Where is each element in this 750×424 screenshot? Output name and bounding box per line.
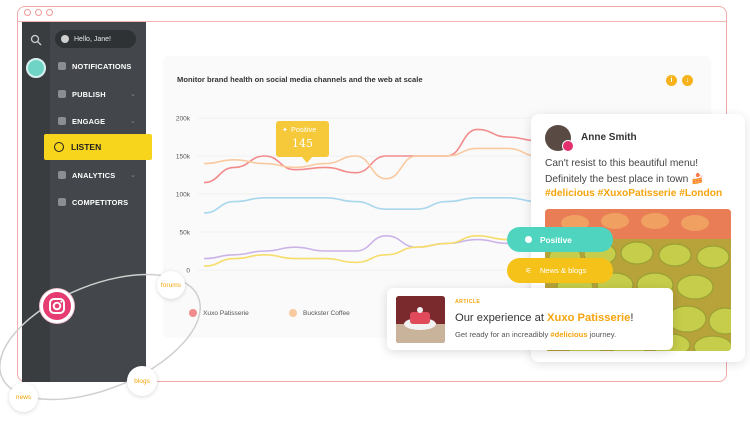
search-icon[interactable] xyxy=(30,34,42,46)
subtitle-text-end: journey. xyxy=(587,330,617,339)
sidebar-item-label: LISTEN xyxy=(71,142,102,152)
user-greeting[interactable]: Hello, Jane! xyxy=(55,30,136,48)
series-line xyxy=(203,128,539,184)
greeting-label: Hello, Jane! xyxy=(74,35,111,43)
post-author: Anne Smith xyxy=(581,132,637,143)
sparkle-icon: ✦ xyxy=(282,125,289,134)
article-headline: Our experience at Xuxo Patisserie! xyxy=(455,312,633,324)
window-titlebar-divider xyxy=(17,21,727,22)
series-line xyxy=(203,234,538,267)
subtitle-text: Get ready for an increadibly xyxy=(455,330,551,339)
series-line xyxy=(203,147,539,180)
sidebar-item-label: ENGAGE xyxy=(72,116,106,126)
source-forums-bubble[interactable]: forums xyxy=(157,271,185,299)
legend-label: Buckster Coffee xyxy=(303,309,350,317)
avatar xyxy=(61,35,69,43)
pill-label: Positive xyxy=(540,234,572,245)
chat-icon xyxy=(58,117,66,125)
sources-orbit xyxy=(0,273,201,401)
status-dot-icon xyxy=(525,236,532,243)
brand-logo-icon[interactable] xyxy=(26,58,46,78)
y-tick-label: 50k xyxy=(180,230,191,237)
sidebar-item-listen[interactable]: LISTEN xyxy=(44,134,152,160)
headline-text: Our experience at xyxy=(455,312,548,324)
chevron-down-icon: ⌄ xyxy=(130,91,137,98)
window-dot-close[interactable] xyxy=(24,9,31,16)
article-card[interactable]: ARTICLE Our experience at Xuxo Patisseri… xyxy=(387,288,673,350)
y-tick-label: 0 xyxy=(186,268,190,275)
article-kicker: ARTICLE xyxy=(455,299,481,305)
article-subtitle: Get ready for an increadibly #delicious … xyxy=(455,330,616,339)
bubble-label: forums xyxy=(160,281,182,289)
series-line xyxy=(203,234,539,260)
source-blogs-bubble[interactable]: blogs xyxy=(127,366,157,396)
source-news-bubble[interactable]: news xyxy=(9,383,38,412)
sidebar-item-label: ANALYTICS xyxy=(72,170,116,180)
subtitle-hashtag: #delicious xyxy=(550,330,588,339)
pie-chart-icon xyxy=(58,171,66,179)
window-dot-minimize[interactable] xyxy=(35,9,42,16)
bubble-label: blogs xyxy=(134,377,150,385)
window-controls xyxy=(24,9,53,16)
mentions-line-chart: 200k 150k 100k 50k 0 xyxy=(176,116,539,275)
pill-label: News & blogs xyxy=(539,266,587,275)
legend-swatch xyxy=(189,309,197,317)
source-news-blogs-pill[interactable]: ⚟ News & blogs xyxy=(507,258,613,283)
y-tick-label: 150k xyxy=(176,154,191,161)
info-icon[interactable]: i xyxy=(666,75,677,86)
positive-tooltip: ✦ Positive 145 xyxy=(276,121,329,163)
y-tick-label: 100k xyxy=(176,192,191,199)
sentiment-positive-pill[interactable]: Positive xyxy=(507,227,613,252)
legend-item-xuxo[interactable]: Xuxo Patisserie xyxy=(189,309,249,317)
chevron-down-icon: ⌄ xyxy=(130,118,137,125)
sidebar-item-notifications[interactable]: NOTIFICATIONS xyxy=(58,59,132,73)
post-text: Can't resist to this beautiful menu! Def… xyxy=(545,158,704,185)
sidebar-item-label: COMPETITORS xyxy=(72,197,129,207)
sidebar-item-analytics[interactable]: ANALYTICS ⌄ xyxy=(58,168,136,182)
sidebar-item-publish[interactable]: PUBLISH ⌄ xyxy=(58,87,136,101)
sidebar xyxy=(50,22,146,382)
bubble-label: news xyxy=(15,394,32,401)
page-title: Monitor brand health on social media cha… xyxy=(177,75,423,84)
tooltip-value: 145 xyxy=(292,137,313,150)
headline-brand: Xuxo Patisserie xyxy=(547,312,631,324)
download-icon[interactable]: ↓ xyxy=(682,75,693,86)
sidebar-item-competitors[interactable]: COMPETITORS xyxy=(58,195,128,209)
tooltip-label: Positive xyxy=(291,125,317,134)
y-tick-label: 200k xyxy=(176,116,191,123)
sliders-icon: ⚟ xyxy=(525,266,532,275)
article-thumbnail xyxy=(396,296,445,343)
legend-item-buckster[interactable]: Buckster Coffee xyxy=(289,309,350,317)
ear-icon xyxy=(54,142,64,152)
instagram-icon xyxy=(562,140,574,152)
series-line xyxy=(203,197,539,214)
instagram-icon[interactable] xyxy=(40,289,74,323)
chevron-down-icon: ⌄ xyxy=(130,172,137,179)
sidebar-item-label: NOTIFICATIONS xyxy=(72,61,132,71)
grid-icon xyxy=(58,198,66,206)
instagram-glyph xyxy=(49,298,65,314)
send-icon xyxy=(58,90,66,98)
headline-text-end: ! xyxy=(630,312,634,324)
bell-icon xyxy=(58,62,66,70)
window-dot-maximize[interactable] xyxy=(46,9,53,16)
legend-label: Xuxo Patisserie xyxy=(203,309,249,317)
post-hashtags: #delicious #XuxoPatisserie #London xyxy=(545,188,723,199)
sidebar-item-engage[interactable]: ENGAGE ⌄ xyxy=(58,114,136,128)
sidebar-item-label: PUBLISH xyxy=(72,89,106,99)
legend-swatch xyxy=(289,309,297,317)
